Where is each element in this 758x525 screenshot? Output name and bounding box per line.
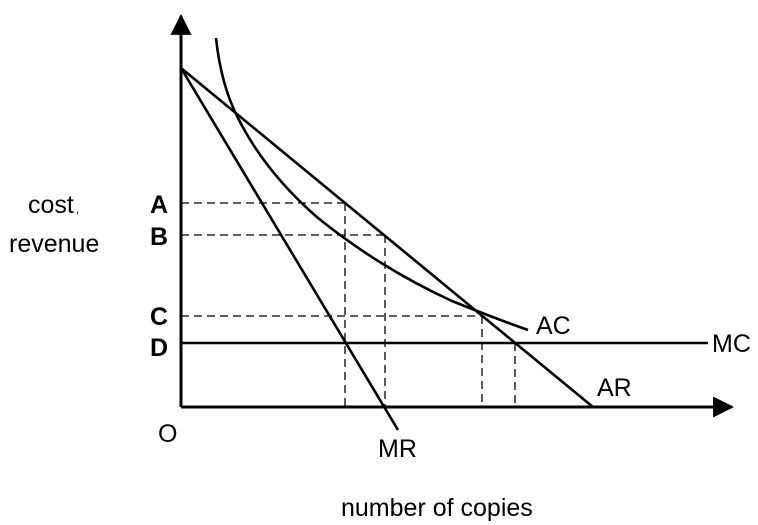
- mr-line: [179, 67, 400, 431]
- ar-line: [180, 66, 594, 409]
- ar-label: AR: [597, 374, 632, 402]
- level-label-c: C: [150, 303, 168, 331]
- level-label-a: A: [150, 191, 168, 219]
- x-axis-label: number of copies: [341, 494, 533, 522]
- level-label-b: B: [150, 223, 168, 251]
- origin-label: O: [158, 420, 177, 448]
- level-label-d: D: [150, 334, 168, 362]
- ac-curve: [214, 37, 529, 332]
- mr-label: MR: [378, 435, 417, 463]
- dashed-guides: [181, 202, 516, 407]
- ac-label: AC: [536, 312, 571, 340]
- y-axis-label-line1: cost,: [28, 191, 79, 219]
- y-axis-label-line2: revenue: [9, 230, 99, 258]
- mc-label: MC: [712, 330, 751, 358]
